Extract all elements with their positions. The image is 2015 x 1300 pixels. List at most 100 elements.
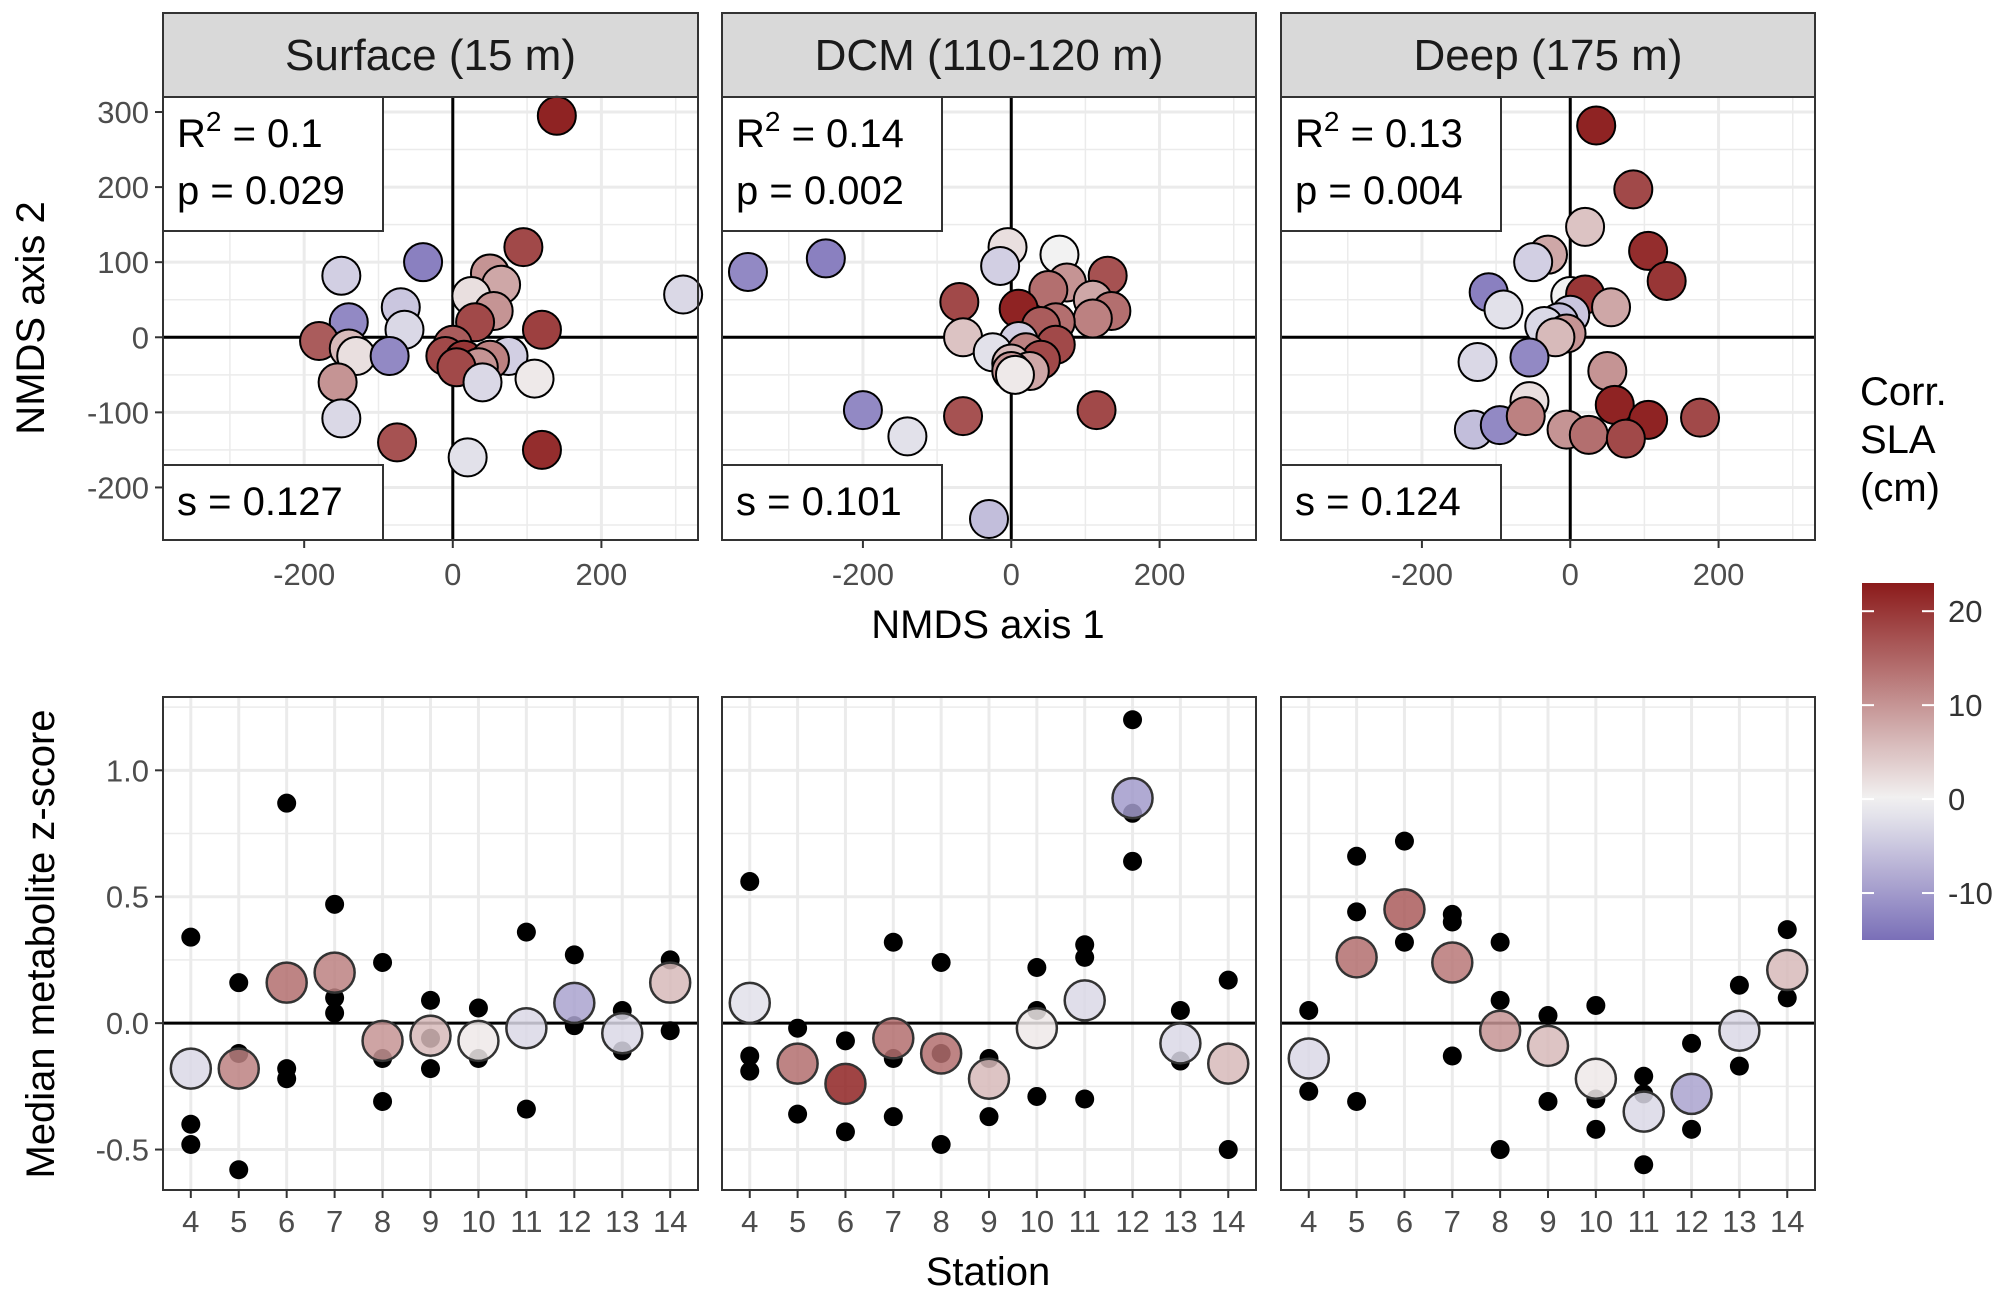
replicate-point — [1394, 831, 1414, 851]
median-point — [872, 1017, 915, 1060]
replicate-point — [325, 1003, 345, 1023]
replicate-point — [1538, 1092, 1558, 1112]
median-point — [1574, 1057, 1618, 1101]
x-tick-label: -200 — [273, 557, 335, 592]
replicate-point — [931, 952, 951, 972]
stats-box — [162, 96, 384, 232]
replicate-point — [883, 932, 903, 952]
median-point — [553, 981, 596, 1025]
station-tick-label: 4 — [182, 1204, 199, 1239]
replicate-point — [1634, 1155, 1654, 1175]
nmds-point — [1605, 418, 1646, 459]
station-tick-label: 14 — [653, 1204, 687, 1239]
nmds-point — [994, 354, 1035, 395]
stress-box — [721, 464, 943, 541]
x-tick-label: 200 — [1693, 557, 1745, 592]
station-tick-label: 5 — [789, 1204, 806, 1239]
nmds-point — [1613, 169, 1654, 210]
median-point — [265, 961, 308, 1004]
median-point — [1111, 776, 1154, 820]
station-tick-label: 11 — [1069, 1204, 1101, 1239]
legend-tick-label: 0 — [1948, 782, 1965, 817]
replicate-point — [373, 952, 393, 972]
y-tick-label: 0.5 — [106, 880, 149, 915]
station-tick-label: 8 — [374, 1204, 391, 1239]
nmds-point — [377, 422, 418, 463]
median-point — [1206, 1042, 1250, 1085]
legend-title: (cm) — [1860, 466, 1940, 510]
station-tick-label: 8 — [933, 1204, 950, 1239]
replicate-point — [1729, 1056, 1749, 1076]
station-tick-label: 5 — [230, 1204, 247, 1239]
replicate-point — [740, 1046, 760, 1066]
replicate-point — [1394, 932, 1414, 952]
nmds-point — [1594, 384, 1635, 425]
legend-title: SLA — [1860, 418, 1936, 462]
median-point — [217, 1047, 260, 1090]
median-point — [1159, 1022, 1202, 1065]
replicate-point — [1218, 970, 1238, 990]
replicate-point — [325, 894, 345, 914]
nmds-point — [1072, 298, 1113, 339]
replicate-point — [1490, 1140, 1510, 1160]
replicate-point — [1347, 846, 1367, 866]
x-tick-label: 0 — [1562, 557, 1579, 592]
replicate-point — [1682, 1119, 1702, 1139]
replicate-point — [468, 998, 488, 1018]
nmds-point — [403, 242, 444, 283]
nmds-point — [1628, 230, 1669, 271]
station-tick-label: 8 — [1492, 1204, 1509, 1239]
y-tick-label: 300 — [97, 95, 149, 130]
replicate-point — [181, 927, 201, 947]
median-point — [1335, 936, 1378, 979]
y-tick-label: 0 — [132, 320, 149, 355]
replicate-point — [1075, 947, 1095, 967]
median-point — [601, 1012, 644, 1055]
r-squared-label: R2 = 0.13 — [1295, 106, 1463, 156]
median-point — [728, 981, 772, 1025]
replicate-point — [564, 945, 584, 965]
median-point — [648, 961, 692, 1004]
replicate-point — [660, 1021, 680, 1041]
top-y-axis-title: NMDS axis 2 — [9, 201, 53, 434]
facet-strip — [1280, 12, 1816, 98]
y-tick-label: -0.5 — [96, 1133, 149, 1168]
nmds-point — [969, 498, 1009, 539]
station-tick-label: 12 — [1674, 1204, 1708, 1239]
nmds-point — [939, 281, 980, 322]
station-tick-label: 14 — [1770, 1204, 1804, 1239]
median-point — [409, 1014, 452, 1058]
replicate-point — [516, 1099, 536, 1119]
stress-box — [162, 464, 384, 541]
median-point — [967, 1057, 1011, 1101]
r-squared-label: R2 = 0.14 — [736, 106, 904, 156]
median-point — [1718, 1009, 1761, 1052]
median-point — [1622, 1090, 1665, 1133]
replicate-point — [1729, 975, 1749, 995]
station-tick-label: 10 — [1579, 1204, 1613, 1239]
nmds-point — [521, 309, 562, 350]
facet-strip-label: Deep (175 m) — [1413, 31, 1682, 80]
replicate-point — [1123, 851, 1143, 871]
replicate-point — [1586, 1119, 1606, 1139]
top-x-axis-title: NMDS axis 1 — [871, 603, 1104, 647]
median-point — [1765, 948, 1809, 992]
replicate-point — [1442, 912, 1462, 932]
replicate-point — [979, 1107, 999, 1127]
median-point — [1015, 1006, 1059, 1050]
nmds-point — [1568, 414, 1609, 455]
legend-tick-label: -10 — [1948, 876, 1993, 911]
station-tick-label: 5 — [1348, 1204, 1365, 1239]
legend-title: Corr. — [1860, 370, 1947, 414]
station-tick-label: 14 — [1211, 1204, 1245, 1239]
replicate-point — [883, 1107, 903, 1127]
nmds-point — [980, 245, 1021, 286]
y-tick-label: 200 — [97, 170, 149, 205]
station-tick-label: 7 — [885, 1204, 902, 1239]
y-tick-label: -200 — [87, 470, 149, 505]
stats-box — [1280, 96, 1502, 232]
replicate-point — [1347, 1092, 1367, 1112]
nmds-point — [1513, 242, 1554, 283]
replicate-point — [1027, 958, 1047, 978]
station-tick-label: 9 — [1539, 1204, 1556, 1239]
